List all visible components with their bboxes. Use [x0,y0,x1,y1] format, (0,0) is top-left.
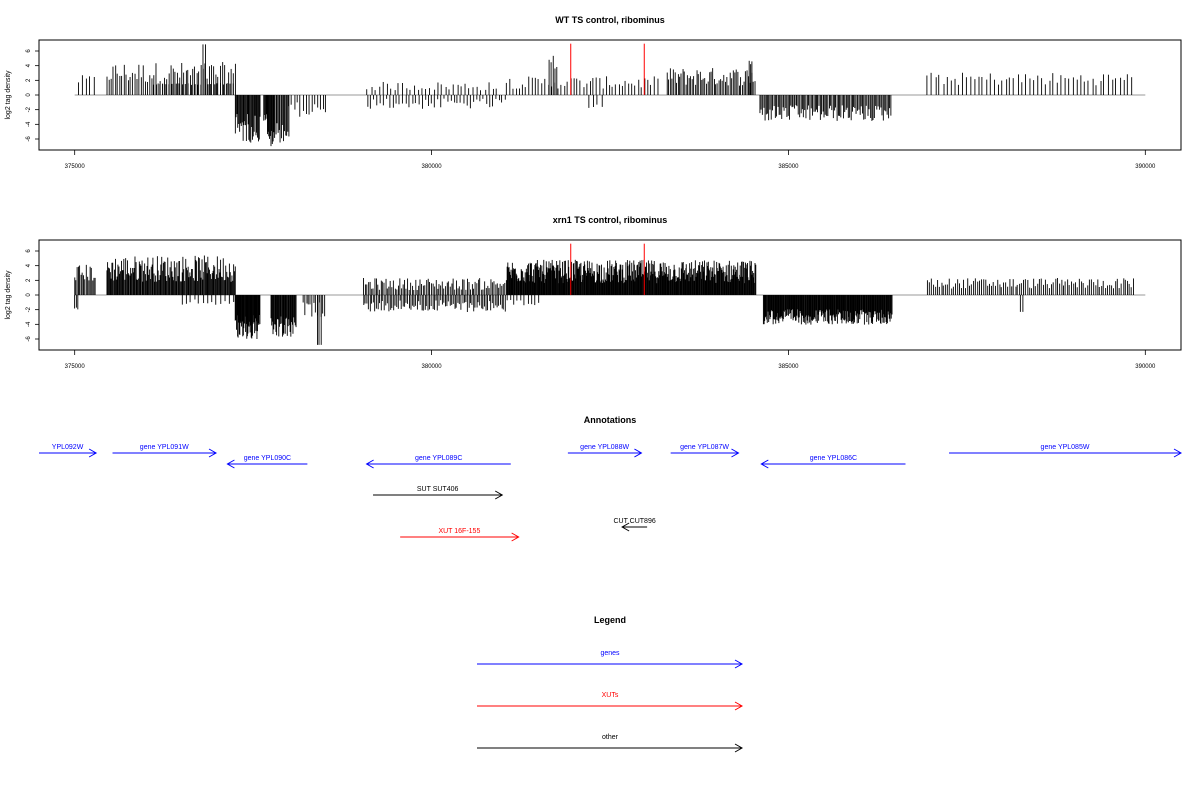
annotation-item: SUT SUT406 [373,486,504,500]
legend-label: genes [600,650,620,657]
xrn1-x-tick-label: 385000 [778,364,799,370]
legend-item: genes [477,650,744,669]
annotation-label: gene YPL090C [244,455,291,462]
legend-arrowhead [734,701,744,711]
xrn1-y-tick-label: 4 [26,263,32,267]
wt-axes: -6 -4 -2 0 2 4 6 375000 380000 385000 390000 [26,49,1156,170]
legend-title: Legend [594,615,626,625]
xrn1-bars [74,243,1146,345]
wt-y-tick-label: -2 [26,106,32,112]
legend-panel: Legend genes XUTs other [477,615,744,753]
xrn1-panel-title: xrn1 TS control, ribominus [553,215,668,225]
legend-item: XUTs [477,692,744,711]
legend-item: other [477,734,744,753]
annotation-arrowhead [634,448,643,458]
annotations-title: Annotations [584,415,637,425]
xrn1-x-tick-label: 375000 [65,364,86,370]
wt-y-tick-label: 4 [26,63,32,67]
wt-bars [74,43,1146,147]
annotation-label: gene YPL087W [680,444,729,451]
wt-y-tick-label: -6 [26,136,32,142]
wt-y-tick-label: 2 [26,78,32,82]
annotation-arrowhead [731,448,740,458]
legend-arrowhead [734,743,744,753]
annotation-item: gene YPL085W [949,444,1183,458]
xrn1-panel: xrn1 TS control, ribominus log2 tag dens… [5,215,1182,370]
annotation-arrowhead [226,459,235,469]
annotation-arrowhead [365,459,374,469]
annotation-label: CUT CUT896 [613,518,655,525]
xrn1-x-tick-label: 380000 [422,364,443,370]
legend-items: genes XUTs other [477,650,744,753]
annotation-item: gene YPL088W [567,444,643,458]
annotation-arrows: YPL092W gene YPL091W gene YPL090C gene YPL0… [39,444,1183,542]
annotation-label: YPL092W [52,444,84,451]
xrn1-y-tick-label: -2 [26,306,32,312]
annotation-item: gene YPL086C [760,455,906,469]
annotation-item: gene YPL089C [365,455,511,469]
annotation-arrowhead [511,532,520,542]
annotation-label: gene YPL091W [140,444,189,451]
annotations-panel: Annotations YPL092W gene YPL091W gene YPL0… [39,415,1183,542]
legend-arrowhead [734,659,744,669]
annotation-arrowhead [621,522,630,532]
annotation-label: gene YPL088W [580,444,629,451]
annotation-label: XUT 16F-155 [438,528,480,535]
xrn1-y-tick-label: 0 [26,293,32,297]
wt-y-axis-label: log2 tag density [5,70,12,120]
annotation-label: SUT SUT406 [417,486,459,493]
annotation-item: XUT 16F-155 [400,528,520,542]
annotation-arrowhead [208,448,218,458]
xrn1-axes: -6 -4 -2 0 2 4 6 375000 380000 385000 390000 [26,249,1156,370]
wt-panel-title: WT TS control, ribominus [555,15,665,25]
wt-panel: WT TS control, ribominus log2 tag densit… [5,15,1182,170]
annotation-item: gene YPL091W [112,444,218,458]
annotation-arrowhead [494,490,504,500]
xrn1-y-tick-label: 6 [26,249,32,253]
annotation-label: gene YPL086C [810,455,857,462]
annotation-label: gene YPL085W [1041,444,1090,451]
xrn1-x-tick-label: 390000 [1135,364,1156,370]
annotation-label: gene YPL089C [415,455,462,462]
wt-x-tick-label: 380000 [422,164,443,170]
annotation-item: gene YPL090C [226,455,308,469]
wt-y-tick-label: 0 [26,93,32,97]
annotation-item: YPL092W [39,444,98,458]
xrn1-y-tick-label: -4 [26,321,32,327]
legend-label: other [602,734,619,741]
annotation-arrowhead [1173,448,1183,458]
annotation-arrowhead [88,448,98,458]
xrn1-y-tick-label: 2 [26,278,32,282]
wt-x-tick-label: 375000 [65,164,86,170]
wt-x-tick-label: 390000 [1135,164,1156,170]
legend-label: XUTs [602,692,619,699]
wt-y-tick-label: -4 [26,121,32,127]
wt-y-tick-label: 6 [26,49,32,53]
annotation-item: CUT CUT896 [613,518,656,532]
wt-x-tick-label: 385000 [778,164,799,170]
xrn1-y-tick-label: -6 [26,336,32,342]
xrn1-y-axis-label: log2 tag density [5,270,12,320]
annotation-arrowhead [760,459,769,469]
annotation-item: gene YPL087W [670,444,740,458]
